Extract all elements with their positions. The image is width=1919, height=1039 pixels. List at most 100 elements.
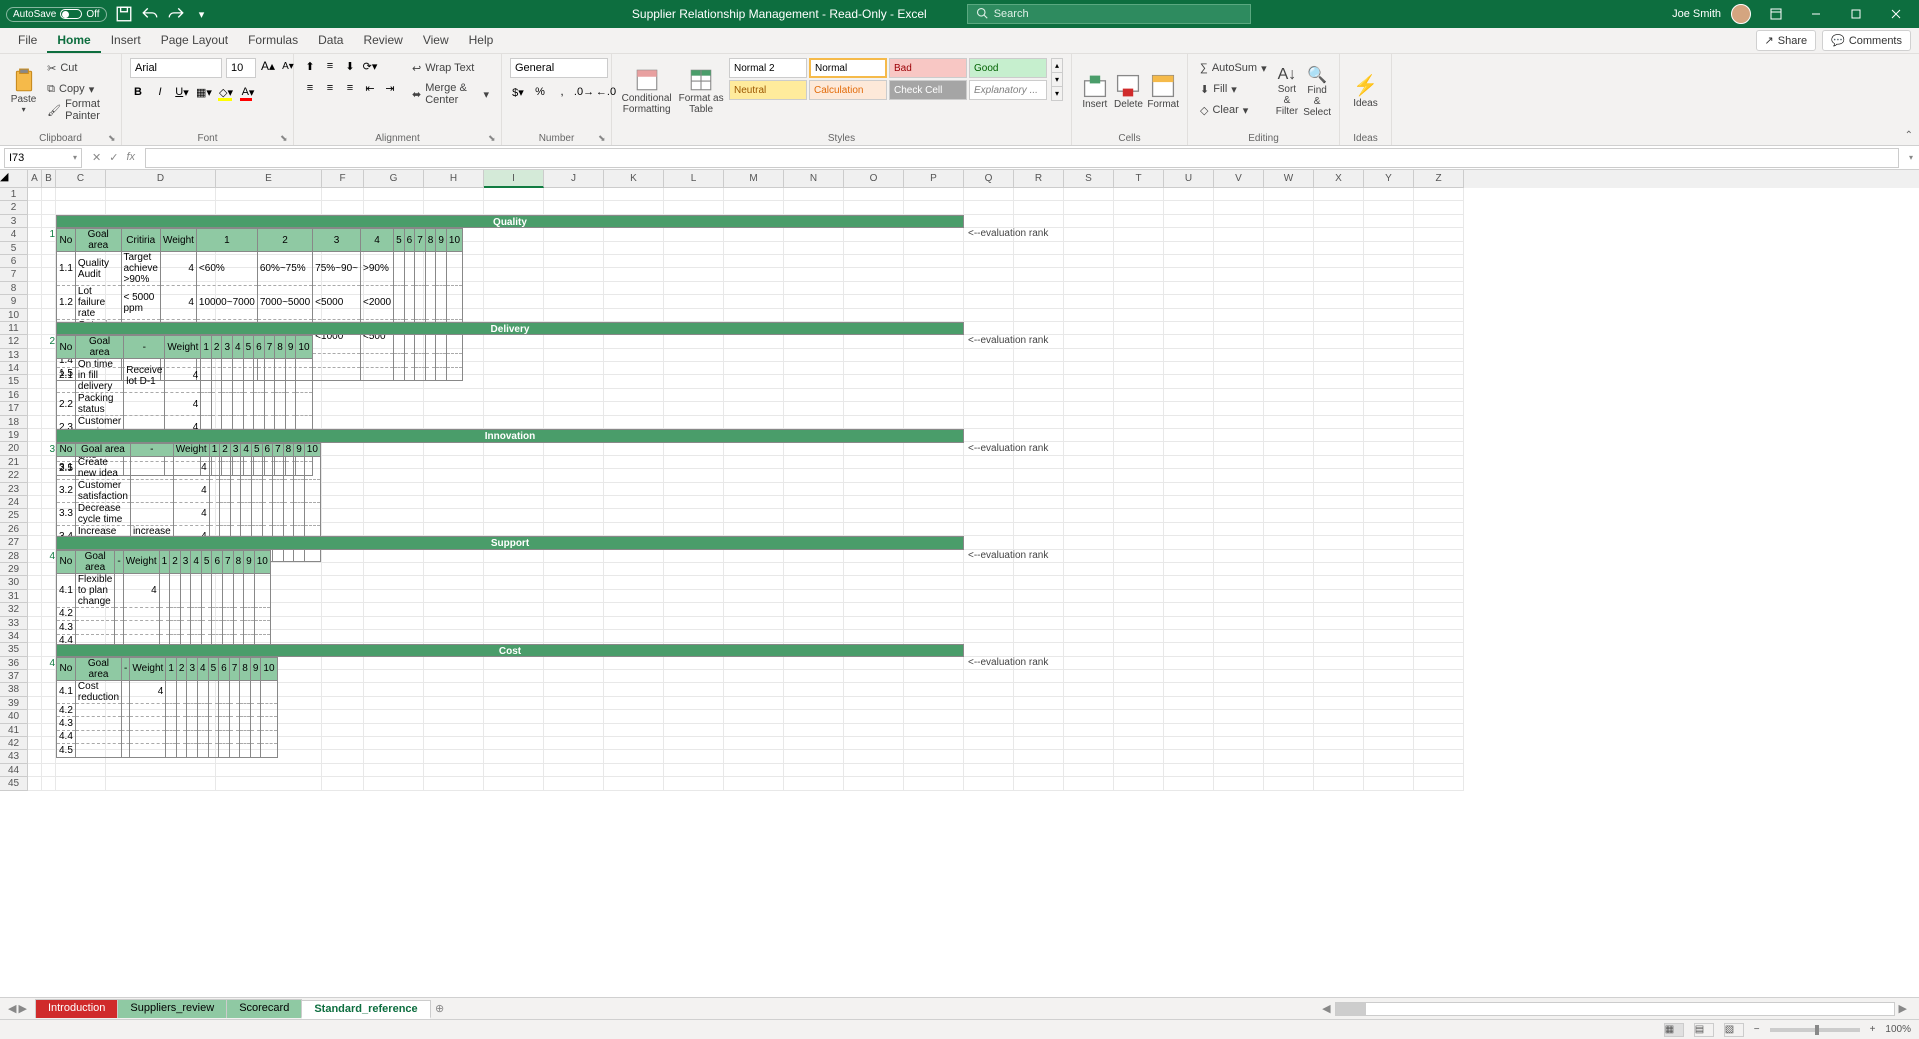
menu-tab-view[interactable]: View bbox=[413, 29, 459, 53]
sheet-tab[interactable]: Introduction bbox=[35, 999, 118, 1018]
col-header[interactable]: L bbox=[664, 170, 724, 188]
row-header[interactable]: 22 bbox=[0, 469, 28, 482]
row-header[interactable]: 8 bbox=[0, 282, 28, 295]
row-header[interactable]: 2 bbox=[0, 201, 28, 214]
row-header[interactable]: 4 bbox=[0, 228, 28, 241]
delete-cells-button[interactable]: Delete bbox=[1114, 58, 1144, 124]
col-header[interactable]: D bbox=[106, 170, 216, 188]
row-header[interactable]: 23 bbox=[0, 483, 28, 496]
menu-tab-home[interactable]: Home bbox=[47, 29, 100, 53]
italic-button[interactable]: I bbox=[152, 84, 168, 100]
row-header[interactable]: 11 bbox=[0, 322, 28, 335]
col-header[interactable]: G bbox=[364, 170, 424, 188]
zoom-slider[interactable] bbox=[1770, 1028, 1860, 1032]
align-right-icon[interactable]: ≡ bbox=[342, 80, 358, 96]
col-header[interactable]: T bbox=[1114, 170, 1164, 188]
orientation-icon[interactable]: ⟳▾ bbox=[362, 58, 378, 74]
redo-icon[interactable] bbox=[167, 5, 185, 23]
align-left-icon[interactable]: ≡ bbox=[302, 80, 318, 96]
row-header[interactable]: 5 bbox=[0, 242, 28, 255]
collapse-ribbon-icon[interactable]: ⌃ bbox=[1905, 130, 1913, 141]
col-header[interactable]: F bbox=[322, 170, 364, 188]
number-format-select[interactable] bbox=[510, 58, 608, 78]
page-layout-view-icon[interactable]: ▤ bbox=[1694, 1023, 1714, 1037]
style-cell[interactable]: Bad bbox=[889, 58, 967, 78]
bold-button[interactable]: B bbox=[130, 84, 146, 100]
row-header[interactable]: 35 bbox=[0, 643, 28, 656]
autosave-toggle[interactable]: AutoSave Off bbox=[6, 7, 107, 22]
row-header[interactable]: 16 bbox=[0, 389, 28, 402]
row-header[interactable]: 13 bbox=[0, 349, 28, 362]
format-cells-button[interactable]: Format bbox=[1147, 58, 1179, 124]
normal-view-icon[interactable]: ▦ bbox=[1664, 1023, 1684, 1037]
format-painter-button[interactable]: 🖌Format Painter bbox=[43, 100, 113, 120]
comma-icon[interactable]: , bbox=[554, 84, 570, 100]
gallery-up-icon[interactable]: ▴ bbox=[1052, 59, 1062, 73]
wrap-text-button[interactable]: ↩Wrap Text bbox=[408, 58, 493, 78]
copy-button[interactable]: ⧉Copy ▾ bbox=[43, 79, 113, 99]
dialog-launcher-icon[interactable]: ⬊ bbox=[488, 133, 498, 143]
row-header[interactable]: 31 bbox=[0, 590, 28, 603]
row-header[interactable]: 15 bbox=[0, 375, 28, 388]
paste-button[interactable]: Paste▾ bbox=[8, 58, 39, 124]
formula-input[interactable] bbox=[145, 148, 1899, 168]
sheet-tab[interactable]: Standard_reference bbox=[301, 1000, 430, 1019]
dialog-launcher-icon[interactable]: ⬊ bbox=[108, 133, 118, 143]
col-header[interactable]: V bbox=[1214, 170, 1264, 188]
row-header[interactable]: 18 bbox=[0, 416, 28, 429]
col-header[interactable]: C bbox=[56, 170, 106, 188]
merge-center-button[interactable]: ⬌Merge & Center ▾ bbox=[408, 84, 493, 104]
horizontal-scrollbar[interactable]: ◀ ▶ bbox=[450, 1002, 1919, 1016]
col-header[interactable]: P bbox=[904, 170, 964, 188]
row-header[interactable]: 41 bbox=[0, 724, 28, 737]
menu-tab-file[interactable]: File bbox=[8, 29, 47, 53]
gallery-more-icon[interactable]: ▾ bbox=[1052, 87, 1062, 100]
grow-font-icon[interactable]: A▴ bbox=[260, 58, 276, 74]
row-header[interactable]: 10 bbox=[0, 309, 28, 322]
col-header[interactable]: A bbox=[28, 170, 42, 188]
enter-formula-icon[interactable]: ✓ bbox=[109, 151, 118, 164]
zoom-in-icon[interactable]: + bbox=[1870, 1024, 1876, 1035]
conditional-formatting-button[interactable]: Conditional Formatting bbox=[620, 58, 673, 124]
share-button[interactable]: ↗Share bbox=[1756, 30, 1817, 51]
row-header[interactable]: 21 bbox=[0, 456, 28, 469]
search-input[interactable]: Search bbox=[967, 4, 1251, 24]
name-box[interactable]: I73▾ bbox=[4, 148, 82, 168]
zoom-level[interactable]: 100% bbox=[1885, 1024, 1911, 1035]
align-center-icon[interactable]: ≡ bbox=[322, 80, 338, 96]
col-header[interactable]: U bbox=[1164, 170, 1214, 188]
align-bottom-icon[interactable]: ⬇ bbox=[342, 58, 358, 74]
dialog-launcher-icon[interactable]: ⬊ bbox=[598, 133, 608, 143]
sheet-nav-prev-icon[interactable]: ◀ bbox=[8, 1002, 16, 1015]
insert-cells-button[interactable]: Insert bbox=[1080, 58, 1110, 124]
ribbon-display-icon[interactable] bbox=[1761, 4, 1791, 24]
row-header[interactable]: 24 bbox=[0, 496, 28, 509]
add-sheet-button[interactable]: ⊕ bbox=[430, 1002, 450, 1015]
row-header[interactable]: 1 bbox=[0, 188, 28, 201]
style-cell[interactable]: Explanatory ... bbox=[969, 80, 1047, 100]
percent-icon[interactable]: % bbox=[532, 84, 548, 100]
col-header[interactable]: R bbox=[1014, 170, 1064, 188]
row-header[interactable]: 9 bbox=[0, 295, 28, 308]
style-cell[interactable]: Good bbox=[969, 58, 1047, 78]
worksheet-grid[interactable]: ◢ABCDEFGHIJKLMNOPQRSTUVWXYZ 123456789101… bbox=[0, 170, 1919, 997]
style-cell[interactable]: Check Cell bbox=[889, 80, 967, 100]
row-header[interactable]: 20 bbox=[0, 442, 28, 455]
row-header[interactable]: 39 bbox=[0, 697, 28, 710]
accounting-icon[interactable]: $▾ bbox=[510, 84, 526, 100]
ideas-button[interactable]: ⚡Ideas bbox=[1348, 58, 1383, 124]
save-icon[interactable] bbox=[115, 5, 133, 23]
sheet-nav-next-icon[interactable]: ▶ bbox=[18, 1002, 26, 1015]
find-select-button[interactable]: 🔍Find & Select bbox=[1303, 58, 1331, 124]
qat-customize-icon[interactable]: ▾ bbox=[193, 5, 211, 23]
col-header[interactable]: H bbox=[424, 170, 484, 188]
row-header[interactable]: 36 bbox=[0, 657, 28, 670]
col-header[interactable]: E bbox=[216, 170, 322, 188]
col-header[interactable]: X bbox=[1314, 170, 1364, 188]
row-header[interactable]: 30 bbox=[0, 576, 28, 589]
col-header[interactable]: W bbox=[1264, 170, 1314, 188]
row-header[interactable]: 33 bbox=[0, 617, 28, 630]
menu-tab-review[interactable]: Review bbox=[353, 29, 412, 53]
row-header[interactable]: 25 bbox=[0, 509, 28, 522]
dialog-launcher-icon[interactable]: ⬊ bbox=[280, 133, 290, 143]
